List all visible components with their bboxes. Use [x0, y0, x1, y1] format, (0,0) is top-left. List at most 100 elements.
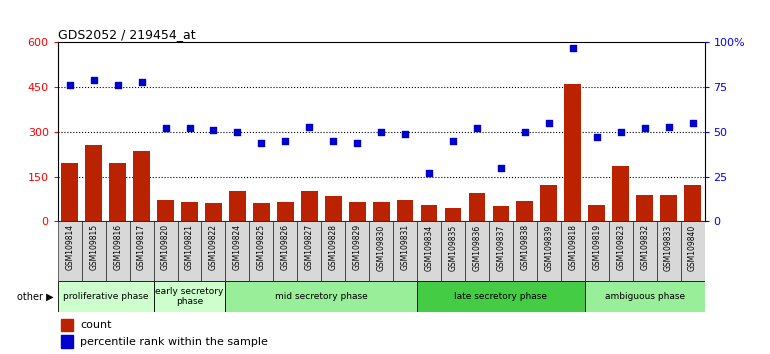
Bar: [373, 202, 390, 221]
Bar: [417, 281, 584, 312]
Text: mid secretory phase: mid secretory phase: [275, 292, 367, 301]
Bar: [249, 221, 273, 281]
Text: GSM109829: GSM109829: [353, 224, 362, 270]
Point: [159, 125, 172, 131]
Bar: [85, 145, 102, 221]
Bar: [513, 221, 537, 281]
Text: GSM109827: GSM109827: [305, 224, 314, 270]
Point: [280, 138, 292, 144]
Bar: [612, 166, 629, 221]
Text: GSM109816: GSM109816: [113, 224, 122, 270]
Text: GSM109824: GSM109824: [233, 224, 242, 270]
Text: GSM109839: GSM109839: [544, 224, 554, 270]
Text: GSM109819: GSM109819: [592, 224, 601, 270]
Bar: [588, 205, 605, 221]
Text: GSM109838: GSM109838: [521, 224, 530, 270]
Text: GSM109836: GSM109836: [473, 224, 481, 270]
Point: [399, 131, 411, 137]
Text: early secretory
phase: early secretory phase: [156, 287, 224, 306]
Bar: [584, 281, 705, 312]
Bar: [58, 281, 153, 312]
Bar: [537, 221, 561, 281]
Bar: [109, 163, 126, 221]
Text: percentile rank within the sample: percentile rank within the sample: [80, 337, 268, 347]
Point: [567, 45, 579, 51]
Point: [351, 140, 363, 145]
Text: GSM109820: GSM109820: [161, 224, 170, 270]
Text: other ▶: other ▶: [17, 291, 54, 302]
Point: [662, 124, 675, 129]
Text: GSM109831: GSM109831: [400, 224, 410, 270]
Point: [231, 129, 243, 135]
Bar: [444, 208, 461, 221]
Bar: [273, 221, 297, 281]
Bar: [685, 185, 701, 221]
Bar: [226, 281, 417, 312]
Bar: [393, 221, 417, 281]
Point: [88, 77, 100, 83]
Point: [447, 138, 459, 144]
Text: proliferative phase: proliferative phase: [63, 292, 149, 301]
Bar: [441, 221, 465, 281]
Text: GSM109833: GSM109833: [664, 224, 673, 270]
Text: count: count: [80, 320, 112, 330]
Bar: [178, 221, 202, 281]
Bar: [541, 185, 557, 221]
Point: [255, 140, 267, 145]
Bar: [465, 221, 489, 281]
Text: GSM109830: GSM109830: [377, 224, 386, 270]
Text: GSM109818: GSM109818: [568, 224, 578, 270]
Bar: [297, 221, 321, 281]
Bar: [584, 221, 609, 281]
Bar: [420, 205, 437, 221]
Point: [64, 82, 76, 88]
Bar: [277, 202, 293, 221]
Bar: [205, 203, 222, 221]
Point: [638, 125, 651, 131]
Bar: [226, 221, 249, 281]
Bar: [469, 193, 485, 221]
Text: GSM109834: GSM109834: [424, 224, 434, 270]
Text: GSM109826: GSM109826: [281, 224, 290, 270]
Point: [136, 79, 148, 85]
Bar: [397, 200, 413, 221]
Text: GSM109828: GSM109828: [329, 224, 338, 270]
Bar: [349, 202, 366, 221]
Bar: [561, 221, 584, 281]
Bar: [369, 221, 393, 281]
Bar: [82, 221, 105, 281]
Point: [423, 170, 435, 176]
Bar: [153, 281, 226, 312]
Bar: [229, 192, 246, 221]
Bar: [153, 221, 178, 281]
Bar: [636, 195, 653, 221]
Bar: [129, 221, 153, 281]
Point: [183, 125, 196, 131]
Bar: [493, 206, 509, 221]
Bar: [321, 221, 345, 281]
Bar: [345, 221, 369, 281]
Bar: [681, 221, 705, 281]
Point: [375, 129, 387, 135]
Text: GDS2052 / 219454_at: GDS2052 / 219454_at: [58, 28, 196, 41]
Bar: [253, 203, 270, 221]
Bar: [61, 335, 72, 348]
Bar: [62, 163, 78, 221]
Bar: [325, 196, 342, 221]
Point: [207, 127, 219, 133]
Text: GSM109814: GSM109814: [65, 224, 74, 270]
Point: [495, 165, 507, 170]
Bar: [181, 202, 198, 221]
Bar: [489, 221, 513, 281]
Point: [112, 82, 124, 88]
Text: GSM109823: GSM109823: [616, 224, 625, 270]
Bar: [301, 192, 318, 221]
Point: [614, 129, 627, 135]
Text: GSM109822: GSM109822: [209, 224, 218, 270]
Bar: [609, 221, 633, 281]
Bar: [417, 221, 441, 281]
Point: [686, 120, 698, 126]
Text: GSM109817: GSM109817: [137, 224, 146, 270]
Point: [303, 124, 316, 129]
Bar: [157, 200, 174, 221]
